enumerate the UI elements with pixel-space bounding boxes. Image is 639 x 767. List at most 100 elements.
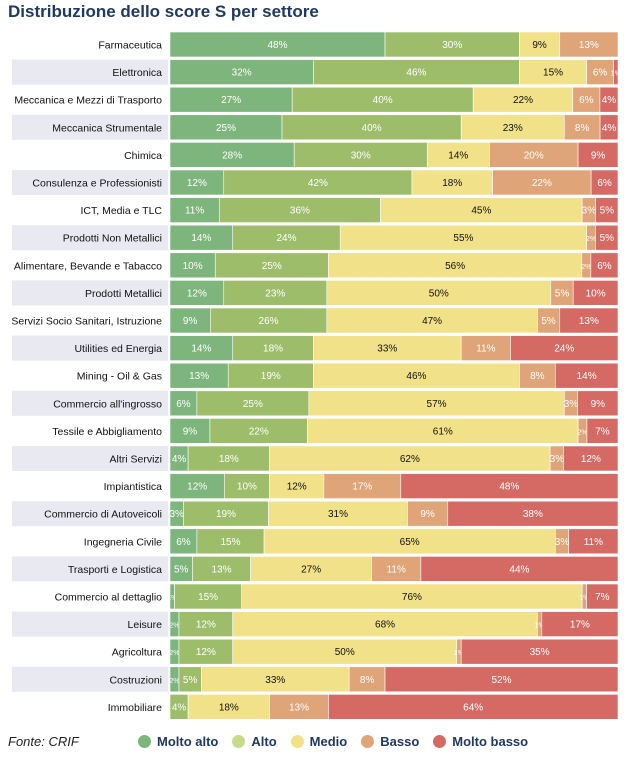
bar-segment <box>174 583 242 610</box>
data-label: 1% <box>167 595 177 602</box>
category-label: Mining - Oil & Gas <box>77 371 162 383</box>
row-band <box>12 501 168 527</box>
data-label: 55% <box>453 233 473 244</box>
data-label: 6% <box>597 178 612 189</box>
bar-segment <box>613 59 619 85</box>
category-label: Commercio all'ingrosso <box>53 398 162 410</box>
data-label: 19% <box>216 509 236 520</box>
data-label: 44% <box>509 564 529 575</box>
stacked-bar-chart: Farmaceutica 48% 30% 9% 13% Elettronica 32% 46%… <box>11 31 619 720</box>
data-label: 3% <box>564 399 579 410</box>
bar-segment <box>196 390 310 417</box>
bar-segment <box>563 445 619 472</box>
bar-segment <box>460 114 565 141</box>
row-band <box>12 611 168 637</box>
data-label: 11% <box>387 564 406 575</box>
data-label: 2% <box>586 236 596 243</box>
data-label: 36% <box>290 206 310 217</box>
bar-segment <box>384 31 520 58</box>
data-label: 7% <box>595 426 610 437</box>
bar-segment <box>519 362 556 389</box>
bar-segment <box>572 280 619 306</box>
row-band <box>12 280 168 306</box>
bar-segment <box>554 362 619 389</box>
category-label: Servizi Socio Sanitari, Istruzione <box>11 316 162 328</box>
category-label: Trasporti e Logistica <box>68 564 162 576</box>
bar-segment <box>223 169 413 196</box>
bar-segment <box>460 638 619 665</box>
data-label: 8% <box>360 675 375 686</box>
data-label: 46% <box>406 68 426 79</box>
bar-segment <box>541 611 619 637</box>
data-label: 11% <box>584 537 603 548</box>
data-label: 5% <box>183 675 198 686</box>
category-label: Ingegneria Civile <box>84 536 162 548</box>
bar-segment <box>183 500 269 527</box>
data-label: 5% <box>555 288 570 299</box>
data-label: 3% <box>169 509 184 520</box>
data-label: 40% <box>362 123 382 134</box>
bar-segment <box>577 390 619 417</box>
bar-segment <box>489 142 579 168</box>
data-label: 4% <box>602 95 617 106</box>
data-label: 64% <box>463 702 483 713</box>
source-note: Fonte: CRIF <box>8 734 79 749</box>
category-label: Altri Servizi <box>109 454 162 466</box>
legend-item-molto-basso: Molto basso <box>433 734 528 749</box>
data-label: 2% <box>577 429 587 436</box>
bar-segment <box>169 528 198 555</box>
data-label: 31% <box>328 509 348 520</box>
bar-segment <box>577 142 619 168</box>
legend-label: Molto basso <box>452 734 529 749</box>
data-label: 12% <box>196 620 216 631</box>
data-label: 18% <box>442 178 462 189</box>
legend-swatch <box>290 735 304 748</box>
data-label: 28% <box>222 150 242 161</box>
data-label: 13% <box>289 702 309 713</box>
category-label: Elettronica <box>112 67 162 79</box>
legend-swatch <box>138 735 151 748</box>
bar-segment <box>568 528 619 555</box>
bar-segment <box>586 583 619 610</box>
bar-segment <box>420 556 619 582</box>
row-band <box>12 59 168 85</box>
chart-title: Distribuzione dello score S per settore <box>8 2 319 21</box>
data-label: 23% <box>503 123 523 134</box>
bar-segment <box>599 114 619 141</box>
bar-segment <box>323 473 402 499</box>
data-label: 30% <box>351 150 371 161</box>
data-label: 13% <box>579 40 599 51</box>
data-label: 2% <box>169 678 179 685</box>
bar-segment <box>263 528 556 555</box>
data-label: 19% <box>261 371 281 382</box>
data-label: 9% <box>591 150 606 161</box>
bar-segment <box>232 224 341 251</box>
category-label: Agricoltura <box>112 647 162 659</box>
bar-segment <box>169 390 198 417</box>
data-label: 24% <box>276 233 296 244</box>
data-label: 25% <box>243 399 263 410</box>
legend: Molto alto Alto Medio Basso Molto basso <box>138 734 528 749</box>
data-label: 12% <box>187 482 207 493</box>
data-label: 68% <box>375 620 395 631</box>
data-label: 76% <box>402 592 422 603</box>
data-label: 11% <box>476 344 495 355</box>
bar-segment <box>178 638 234 665</box>
data-label: 3% <box>555 537 570 548</box>
bar-segment <box>519 59 587 85</box>
bar-segment <box>291 86 474 113</box>
row-band <box>12 666 168 692</box>
bar-segment <box>510 335 619 361</box>
bar-segment <box>586 59 614 85</box>
data-label: 12% <box>581 454 601 465</box>
bar-segment <box>169 418 211 444</box>
bar-segment <box>269 694 329 720</box>
category-label: Commercio di Autoveicoli <box>44 509 162 521</box>
bar-segment <box>169 142 295 168</box>
data-label: 6% <box>176 537 191 548</box>
data-label: 1% <box>579 595 589 602</box>
category-label: Chimica <box>124 150 162 162</box>
data-label: 13% <box>212 564 232 575</box>
bar-segment <box>227 362 314 389</box>
data-label: 50% <box>429 288 449 299</box>
